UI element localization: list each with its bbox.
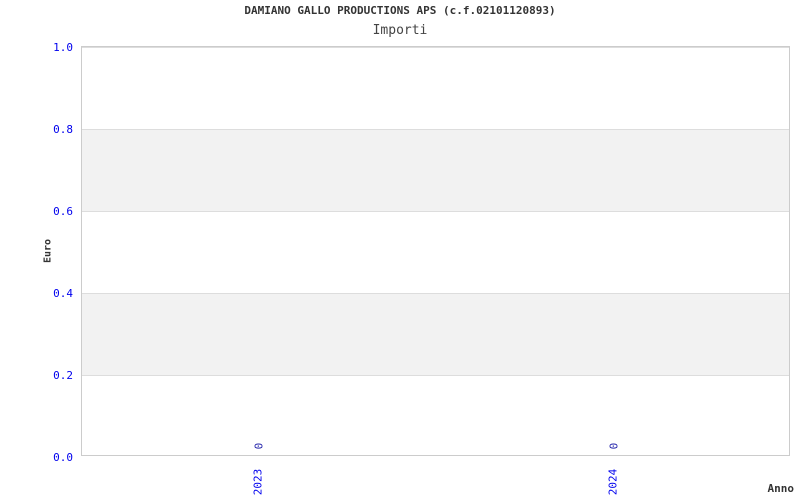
- y-tick-0.0: 0.0: [53, 451, 73, 464]
- gridline-1.0: [82, 47, 789, 48]
- plot-area: 0 0: [81, 46, 790, 456]
- x-tick-2024: 2024: [606, 468, 620, 496]
- data-point-label-2024: 0: [607, 442, 621, 450]
- y-tick-0.8: 0.8: [53, 123, 73, 136]
- gridline-0.2: [82, 375, 789, 376]
- gridline-0.4: [82, 293, 789, 294]
- y-tick-0.2: 0.2: [53, 369, 73, 382]
- gridline-0.6: [82, 211, 789, 212]
- y-tick-1.0: 1.0: [53, 41, 73, 54]
- zebra-band-0.2-0.4: [82, 293, 789, 375]
- y-tick-0.4: 0.4: [53, 287, 73, 300]
- y-axis: 1.0 0.8 0.6 0.4 0.2 0.0: [0, 0, 73, 500]
- chart-subtitle: Importi: [372, 23, 428, 38]
- x-tick-2023: 2023: [251, 468, 265, 496]
- x-axis-title: Anno: [767, 482, 795, 495]
- chart-title: DAMIANO GALLO PRODUCTIONS APS (c.f.02101…: [244, 4, 556, 17]
- y-tick-0.6: 0.6: [53, 205, 73, 218]
- zebra-band-0.6-0.8: [82, 129, 789, 211]
- data-point-label-2023: 0: [252, 442, 266, 450]
- gridline-0.8: [82, 129, 789, 130]
- y-axis-title: Euro: [42, 238, 54, 264]
